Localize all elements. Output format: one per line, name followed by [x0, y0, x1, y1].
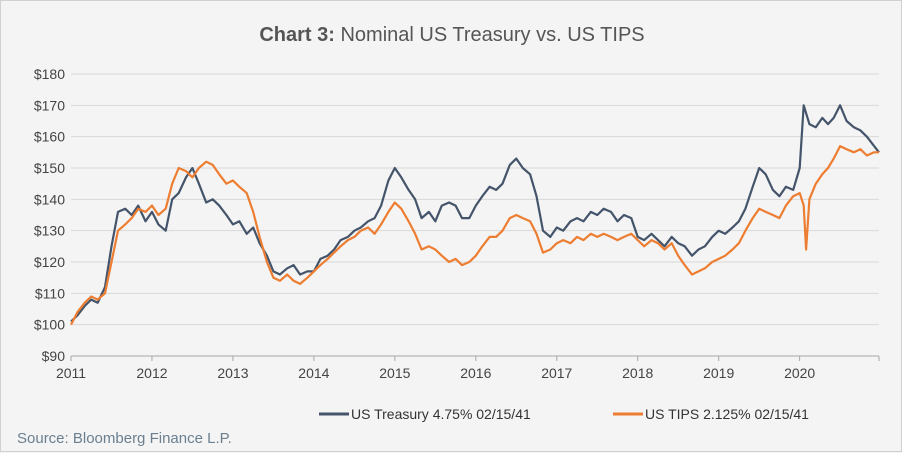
y-tick-label: $90: [42, 348, 66, 364]
x-tick-label: 2019: [703, 365, 734, 381]
y-tick-label: $100: [34, 317, 65, 333]
x-tick-label: 2020: [784, 365, 815, 381]
y-tick-label: $120: [34, 254, 65, 270]
x-tick-label: 2012: [136, 365, 167, 381]
y-tick-label: $130: [34, 223, 65, 239]
x-tick-label: 2018: [622, 365, 653, 381]
y-tick-label: $140: [34, 191, 65, 207]
chart-title-label: Chart 3:: [259, 24, 335, 46]
x-tick-label: 2011: [56, 365, 86, 381]
y-tick-label: $170: [34, 97, 65, 113]
series-lines: [70, 104, 880, 326]
chart-title: Chart 3: Nominal US Treasury vs. US TIPS: [259, 24, 644, 46]
legend-label: US Treasury 4.75% 02/15/41: [351, 406, 531, 422]
series-line-2: [70, 145, 879, 326]
x-tick-label: 2016: [460, 365, 491, 381]
x-tick-label: 2013: [217, 365, 248, 381]
source-note: Source: Bloomberg Finance L.P.: [17, 430, 232, 447]
gridlines: [71, 73, 879, 326]
y-tick-label: $110: [35, 285, 65, 301]
y-tick-label: $160: [34, 129, 65, 145]
y-axis-ticks: $90 $100 $110 $120 $130 $140 $150 $160 $170 $180: [34, 66, 65, 364]
legend-label: US TIPS 2.125% 02/15/41: [645, 406, 809, 422]
x-tick-label: 2017: [541, 365, 572, 381]
legend: US Treasury 4.75% 02/15/41 US TIPS 2.125%…: [319, 406, 809, 422]
chart-title-text: Nominal US Treasury vs. US TIPS: [335, 24, 645, 46]
y-tick-label: $180: [34, 66, 65, 82]
series-line-1: [70, 104, 880, 323]
x-tick-label: 2015: [379, 365, 410, 381]
x-tick-label: 2014: [298, 365, 329, 381]
x-axis: 2011 2012 2013 2014 2015 2016 2017 2018 2019 2020: [56, 355, 880, 381]
y-tick-label: $150: [34, 160, 65, 176]
